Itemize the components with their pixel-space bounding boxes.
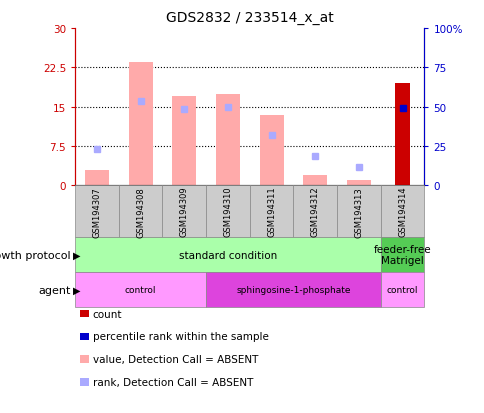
Text: standard condition: standard condition <box>179 250 276 260</box>
Bar <box>128 63 152 186</box>
Text: GSM194311: GSM194311 <box>267 186 275 237</box>
Bar <box>346 180 370 186</box>
Text: agent: agent <box>38 285 70 295</box>
Bar <box>215 94 240 186</box>
Text: rank, Detection Call = ABSENT: rank, Detection Call = ABSENT <box>92 377 253 387</box>
Bar <box>302 176 327 186</box>
Text: count: count <box>92 309 122 319</box>
Text: growth protocol: growth protocol <box>0 250 70 260</box>
Bar <box>85 170 109 186</box>
Text: GSM194312: GSM194312 <box>310 186 319 237</box>
Text: GSM194309: GSM194309 <box>180 186 188 237</box>
Text: sphingosine-1-phosphate: sphingosine-1-phosphate <box>236 286 350 294</box>
Text: value, Detection Call = ABSENT: value, Detection Call = ABSENT <box>92 354 257 364</box>
Bar <box>259 115 283 186</box>
Text: ▶: ▶ <box>73 250 80 260</box>
Text: ▶: ▶ <box>73 285 80 295</box>
Text: control: control <box>125 286 156 294</box>
Bar <box>172 97 196 186</box>
Text: feeder-free
Matrigel: feeder-free Matrigel <box>373 244 430 266</box>
Text: GSM194314: GSM194314 <box>397 186 406 237</box>
Text: GSM194310: GSM194310 <box>223 186 232 237</box>
Text: percentile rank within the sample: percentile rank within the sample <box>92 332 268 342</box>
Bar <box>394 84 409 186</box>
Text: GSM194307: GSM194307 <box>92 186 101 237</box>
Title: GDS2832 / 233514_x_at: GDS2832 / 233514_x_at <box>166 11 333 25</box>
Text: GSM194313: GSM194313 <box>354 186 363 237</box>
Text: GSM194308: GSM194308 <box>136 186 145 237</box>
Text: control: control <box>386 286 417 294</box>
